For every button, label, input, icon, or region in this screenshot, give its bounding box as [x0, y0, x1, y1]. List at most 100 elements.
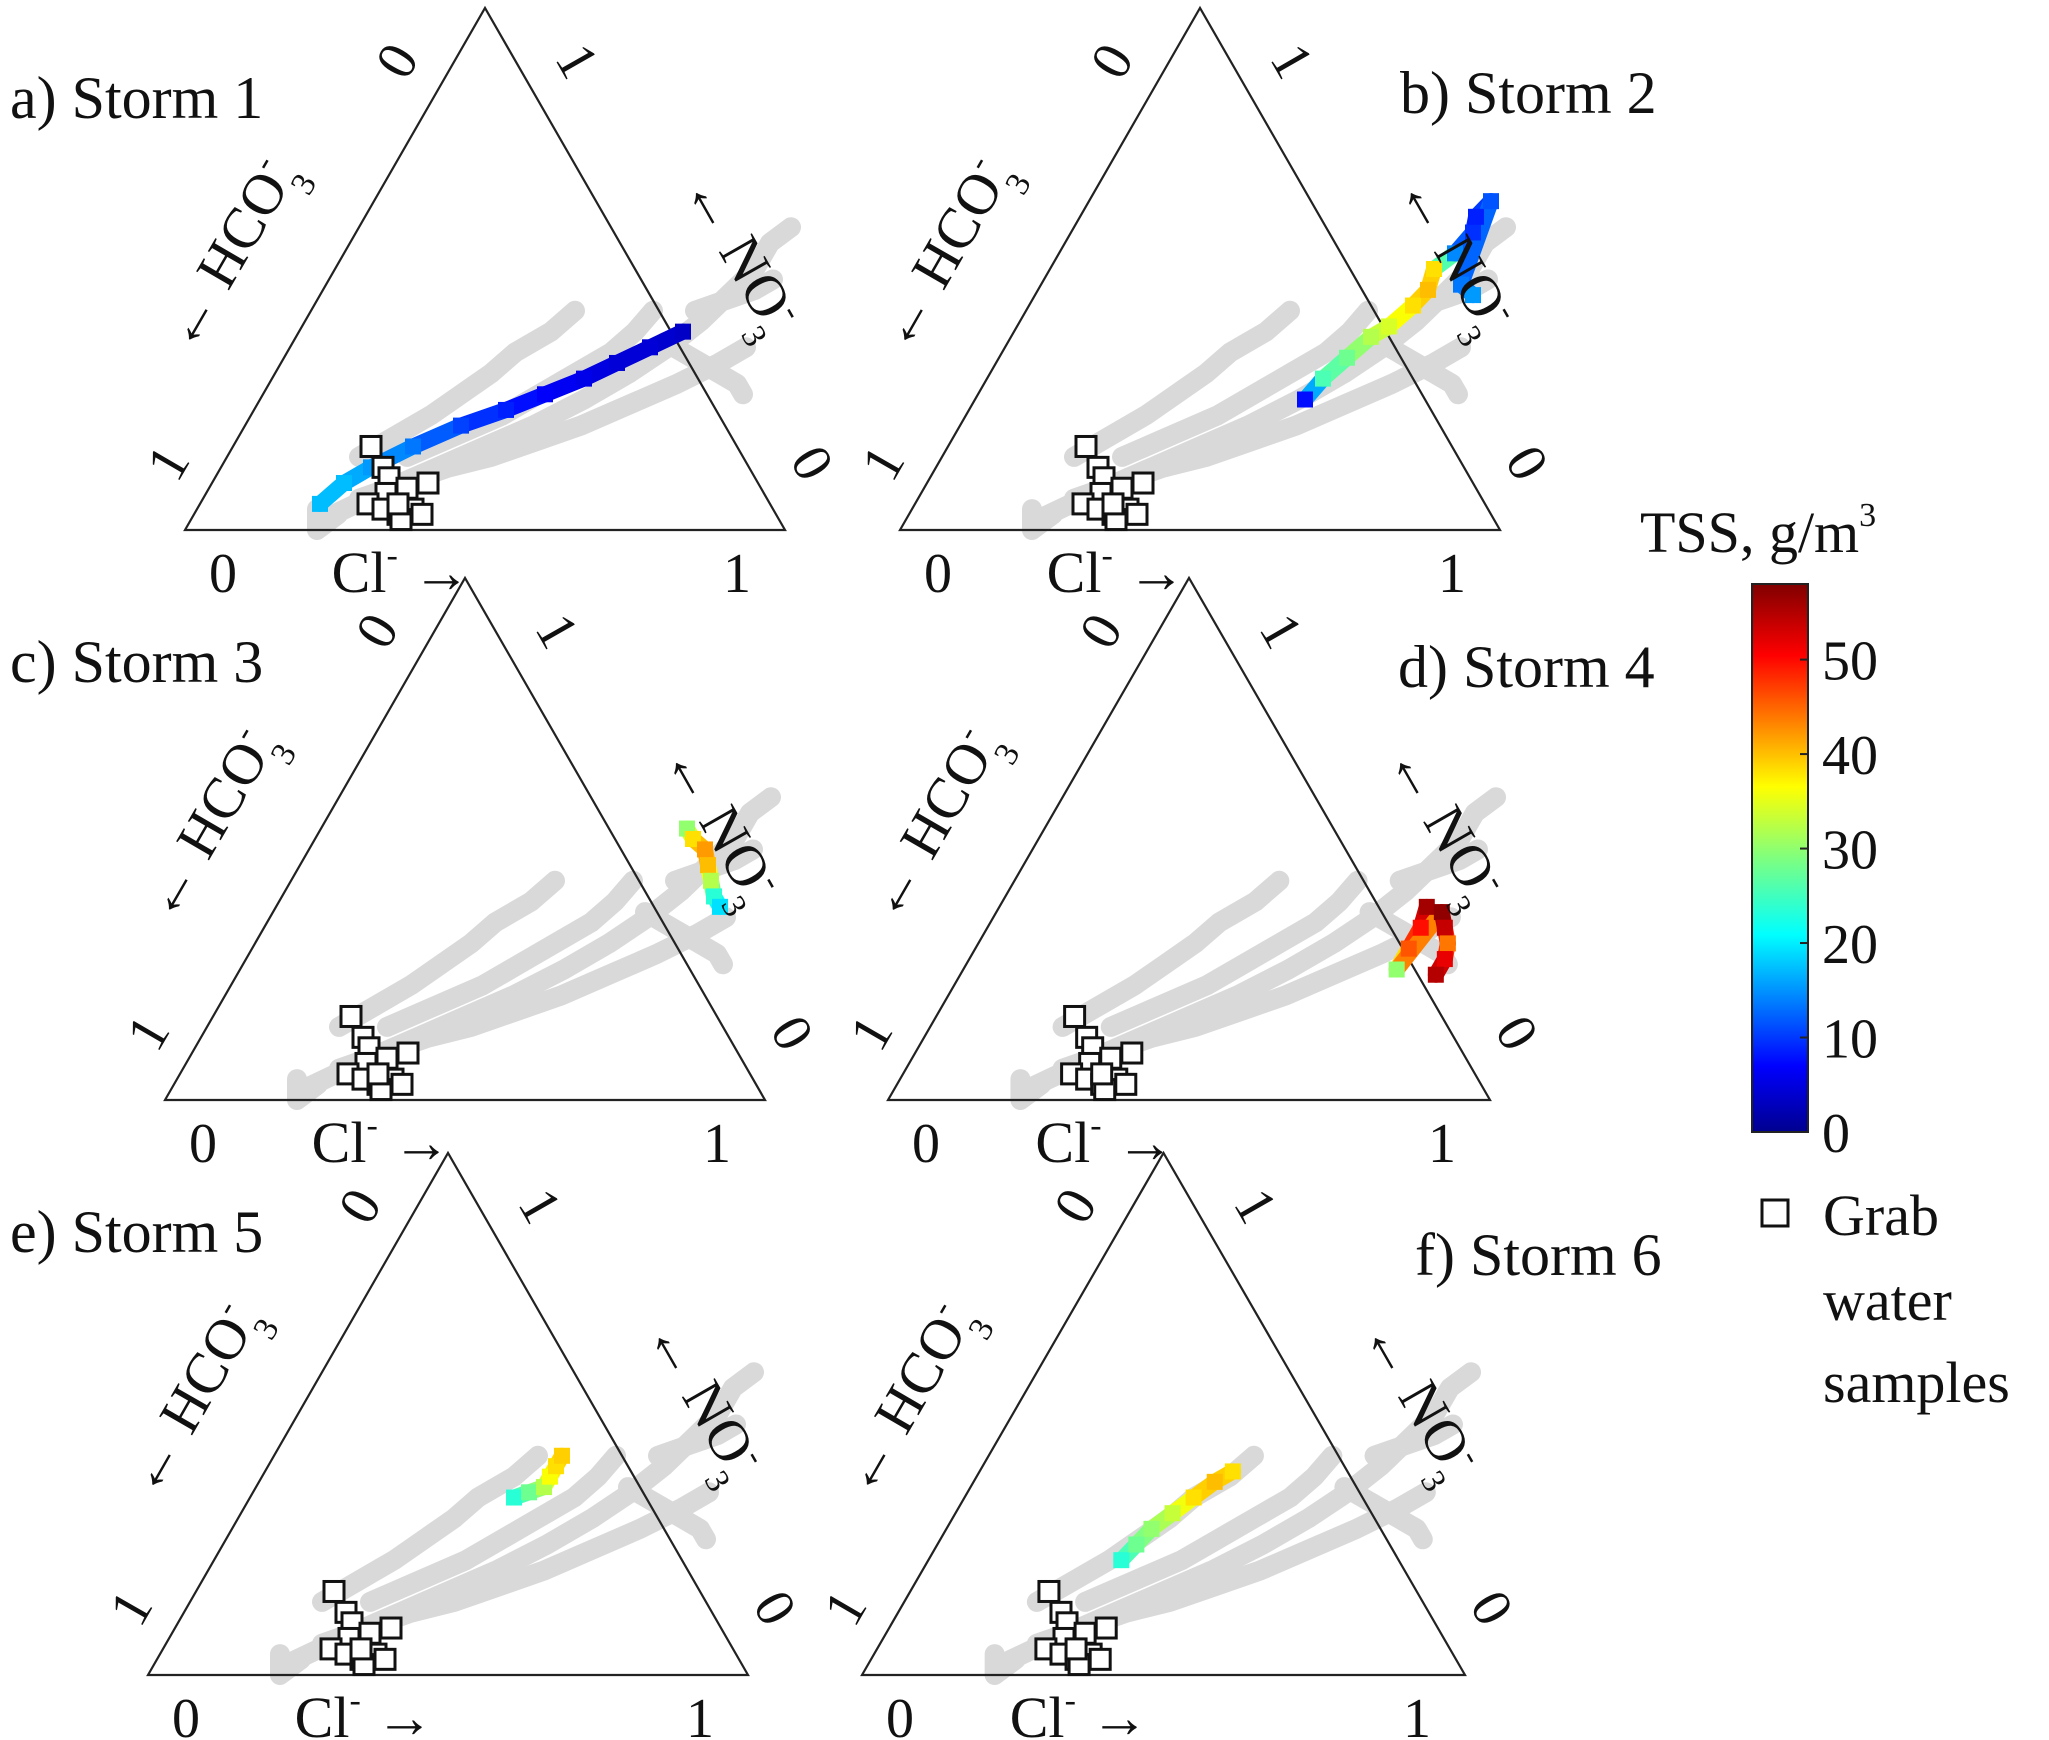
ternary-panels: a) Storm 10 1Cl- →← HCO3-10← NO3-10b) Sto… [10, 5, 1662, 1740]
storm-point [1113, 1552, 1130, 1569]
bottom-axis-label: Cl- → [1047, 537, 1186, 605]
grab-sample-marker [1114, 1072, 1138, 1096]
bottom-tick-0: 0 [912, 1113, 940, 1175]
grab-sample-marker [1063, 1004, 1087, 1028]
background-strand [1370, 332, 1468, 405]
left-tick-0: 0 [1042, 1178, 1110, 1233]
storm-point [642, 339, 658, 356]
right-tick-0: 0 [778, 436, 846, 491]
grab-sample-marker [366, 1062, 390, 1086]
bottom-axis-label: Cl- → [1035, 1107, 1174, 1175]
bottom-tick-0: 0 [924, 543, 952, 605]
background-strand [287, 1069, 328, 1110]
ternary-triangle [860, 1150, 1467, 1677]
legend-label-line-3: samples [1823, 1350, 2010, 1415]
grab-sample-marker [396, 1041, 420, 1065]
ternary-triangle [163, 575, 767, 1102]
background-strand [984, 1644, 1026, 1685]
right-axis-label: ← NO3- [1360, 731, 1518, 923]
left-tick-0: 0 [1079, 34, 1147, 89]
storm-point [1426, 261, 1442, 277]
ternary-triangle [183, 5, 787, 532]
right-tick-1: 1 [543, 34, 611, 89]
storm-series [506, 1447, 570, 1506]
grab-sample-marker [416, 471, 440, 495]
left-tick-0: 0 [344, 603, 412, 658]
colorbar-ticks: 0 10 20 30 40 50 [1800, 631, 1878, 1165]
grab-samples [1060, 1004, 1144, 1102]
left-tick-0: 0 [364, 33, 432, 88]
storm-point [1381, 318, 1397, 335]
background-strand [685, 269, 783, 321]
right-tick-0: 0 [741, 1581, 809, 1636]
grab-sample-marker [386, 492, 410, 516]
storm-point [703, 872, 719, 889]
background-strand [1334, 1477, 1433, 1550]
bottom-tick-1: 1 [1438, 543, 1466, 605]
grab-samples [1071, 434, 1155, 532]
storm-point [609, 354, 625, 371]
storm-series [1113, 1463, 1241, 1569]
bottom-axis-label: Cl- → [332, 537, 471, 605]
background-strand [1100, 870, 1368, 1037]
background-strand [1400, 269, 1498, 321]
left-tick-1: 1 [850, 436, 918, 491]
grab-sample-marker [379, 1616, 403, 1640]
bottom-axis-label: Cl- → [312, 1107, 451, 1175]
storm-point [697, 841, 713, 858]
storm-point [1206, 1473, 1223, 1490]
background-strand [1064, 300, 1300, 467]
right-tick-0: 0 [1493, 436, 1561, 491]
storm-point [1436, 951, 1453, 968]
background-strand [618, 1477, 716, 1550]
left-tick-0: 0 [327, 1179, 395, 1234]
ternary-panel-3: c) Storm 30 1Cl- →← HCO3-10← NO3-10 [10, 575, 826, 1175]
bottom-tick-0: 0 [189, 1113, 217, 1175]
grab-sample-marker [349, 1637, 373, 1661]
left-tick-1: 1 [135, 435, 203, 490]
panel-label: d) Storm 4 [1398, 634, 1655, 700]
storm-point [1483, 193, 1499, 210]
colorbar-tick-label: 20 [1822, 914, 1878, 976]
storm-point [312, 495, 328, 512]
grab-sample-legend-marker [1760, 1198, 1790, 1228]
right-tick-1: 1 [1258, 34, 1326, 89]
colorbar-tick-label: 10 [1822, 1009, 1878, 1071]
left-tick-1: 1 [812, 1580, 880, 1635]
storm-point [336, 475, 352, 492]
bottom-axis-label: Cl- → [295, 1682, 434, 1740]
grab-sample-marker [390, 1072, 414, 1096]
background-strand [665, 839, 763, 891]
grab-sample-marker [410, 502, 434, 526]
left-tick-1: 1 [115, 1005, 183, 1060]
ternary-panel-5: e) Storm 50 1Cl- →← HCO3-10← NO3-10 [10, 1150, 809, 1740]
bottom-tick-0: 0 [886, 1688, 914, 1740]
background-strand [648, 1414, 746, 1466]
colorbar-tick-label: 40 [1822, 725, 1878, 787]
storm-point [1339, 349, 1355, 366]
storm-point [1315, 370, 1331, 387]
background-strand [1364, 1414, 1463, 1466]
ternary-panel-1: a) Storm 10 1Cl- →← HCO3-10← NO3-10 [10, 5, 846, 605]
bottom-tick-1: 1 [703, 1113, 731, 1175]
background-strand [1052, 870, 1290, 1037]
background-strand [270, 1644, 311, 1685]
background-strand [1389, 839, 1488, 891]
bottom-tick-1: 1 [723, 543, 751, 605]
grab-sample-marker [1088, 1647, 1112, 1671]
colorbar-gradient [1751, 583, 1809, 1133]
colorbar-tick-label: 50 [1822, 631, 1878, 693]
colorbar-title: TSS, g/m3 [1640, 497, 1876, 565]
storm-point [1128, 1536, 1145, 1553]
panel-label: c) Storm 3 [10, 629, 263, 695]
right-tick-1: 1 [523, 604, 591, 659]
grab-sample-marker [359, 434, 383, 458]
grab-sample-marker [339, 1004, 363, 1028]
storm-point [1436, 919, 1453, 936]
storm-point [1427, 966, 1444, 983]
legend-label-line-1: Grab [1823, 1183, 1939, 1248]
right-axis-label: ← NO3- [619, 1306, 777, 1498]
storm-series [679, 820, 728, 915]
background-strand [1075, 1445, 1343, 1612]
